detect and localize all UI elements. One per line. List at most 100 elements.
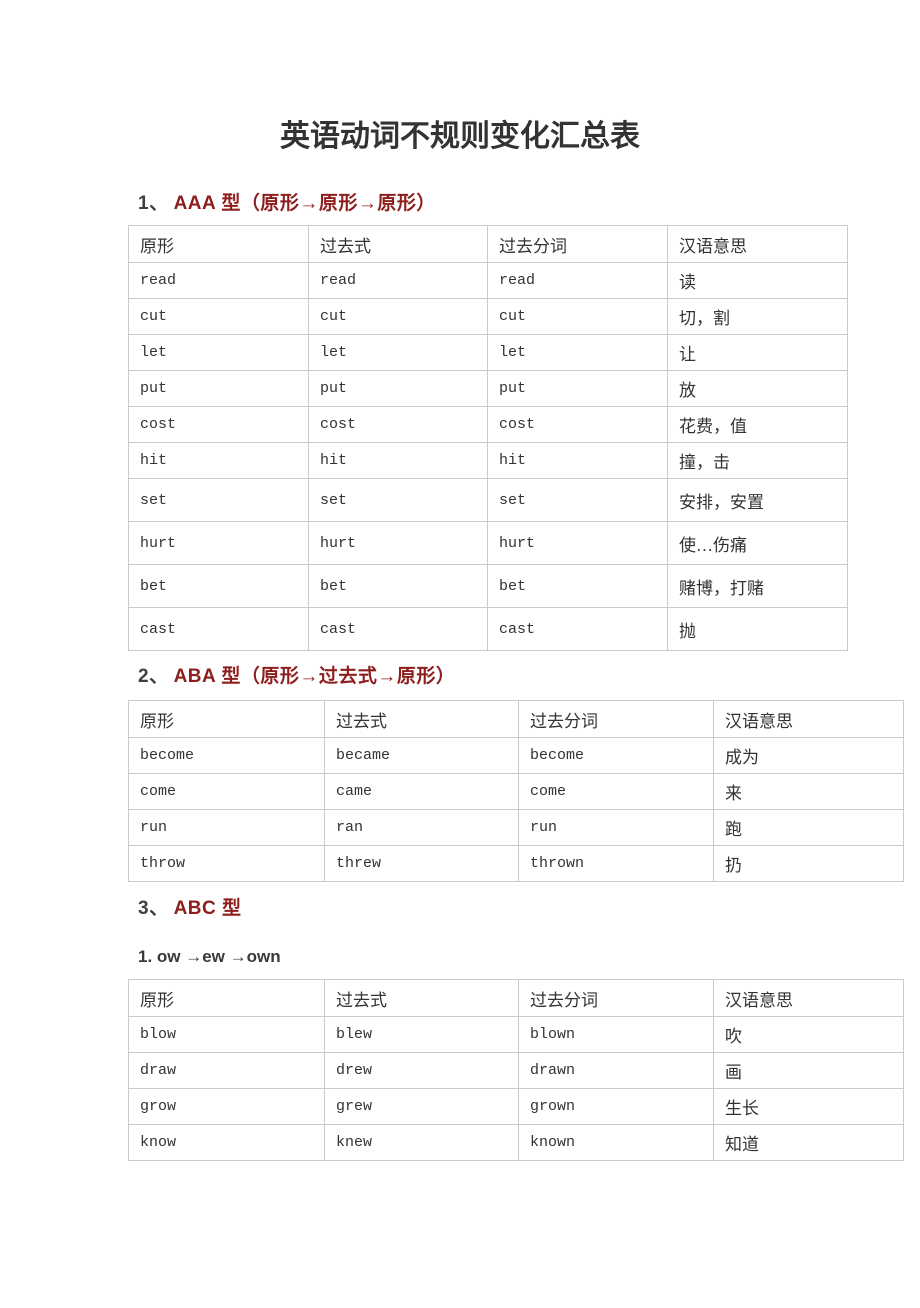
header-cell-base-form: 原形: [128, 225, 309, 263]
meaning-cell: 赌博，打赌: [667, 564, 848, 608]
verb-cell: let: [308, 334, 488, 371]
table-header-row: 原形 过去式 过去分词 汉语意思: [128, 979, 904, 1017]
meaning-cell: 画: [713, 1052, 904, 1089]
verb-cell: cost: [308, 406, 488, 443]
subsection-ow-ew-own-heading: 1. ow →ew →own: [138, 947, 281, 966]
verb-cell: put: [128, 370, 309, 407]
meaning-cell: 成为: [713, 737, 904, 774]
section-3-heading: 3、 ABC 型: [138, 897, 920, 921]
meaning-cell: 知道: [713, 1124, 904, 1161]
meaning-cell: 跑: [713, 809, 904, 846]
header-cell-past-tense: 过去式: [324, 979, 519, 1017]
verb-cell: become: [518, 737, 714, 774]
verb-cell: set: [487, 478, 668, 522]
section-1-title: AAA 型（原形→原形→原形）: [173, 193, 436, 214]
table-row: cast cast cast 抛: [128, 607, 848, 651]
section-2-heading: 2、 ABA 型（原形→过去式→原形）: [138, 665, 920, 689]
meaning-cell: 生长: [713, 1088, 904, 1125]
meaning-cell: 吹: [713, 1016, 904, 1053]
verb-cell: cut: [128, 298, 309, 335]
section-1-heading: 1、 AAA 型（原形→原形→原形）: [138, 192, 920, 216]
verb-cell: put: [487, 370, 668, 407]
table-body: read read read 读 cut cut cut 切，割 let let let 让 put pu…: [128, 262, 848, 651]
table-row: hit hit hit 撞，击: [128, 442, 848, 479]
table-row: bet bet bet 赌博，打赌: [128, 564, 848, 608]
verb-cell: cut: [487, 298, 668, 335]
verb-table-aaa: 原形 过去式 过去分词 汉语意思 read read read 读 cut cut cut 切…: [128, 225, 848, 651]
verb-cell: knew: [324, 1124, 519, 1161]
verb-cell: cast: [308, 607, 488, 651]
verb-cell: read: [487, 262, 668, 299]
meaning-cell: 放: [667, 370, 848, 407]
document-title: 英语动词不规则变化汇总表: [280, 120, 640, 153]
header-cell-base-form: 原形: [128, 979, 325, 1017]
verb-cell: blow: [128, 1016, 325, 1053]
header-cell-past-participle: 过去分词: [518, 700, 714, 738]
table-row: let let let 让: [128, 334, 848, 371]
verb-cell: throw: [128, 845, 325, 882]
table-row: become became become 成为: [128, 737, 904, 774]
verb-table-aba: 原形 过去式 过去分词 汉语意思 become became become 成为 com…: [128, 700, 904, 882]
table-row: know knew known 知道: [128, 1124, 904, 1161]
verb-cell: hit: [308, 442, 488, 479]
verb-cell: became: [324, 737, 519, 774]
verb-cell: grew: [324, 1088, 519, 1125]
section-1-number: 1、: [138, 193, 169, 214]
verb-cell: hurt: [487, 521, 668, 565]
verb-cell: blown: [518, 1016, 714, 1053]
verb-cell: set: [308, 478, 488, 522]
header-cell-past-participle: 过去分词: [518, 979, 714, 1017]
section-2-title: ABA 型（原形→过去式→原形）: [173, 666, 456, 687]
table-row: run ran run 跑: [128, 809, 904, 846]
header-cell-chinese-meaning: 汉语意思: [713, 979, 904, 1017]
meaning-cell: 抛: [667, 607, 848, 651]
verb-cell: grow: [128, 1088, 325, 1125]
table-row: hurt hurt hurt 使…伤痛: [128, 521, 848, 565]
meaning-cell: 扔: [713, 845, 904, 882]
table-row: put put put 放: [128, 370, 848, 407]
verb-cell: hurt: [128, 521, 309, 565]
verb-cell: set: [128, 478, 309, 522]
header-cell-chinese-meaning: 汉语意思: [667, 225, 848, 263]
verb-cell: hurt: [308, 521, 488, 565]
verb-cell: run: [128, 809, 325, 846]
verb-cell: hit: [487, 442, 668, 479]
section-3-number: 3、: [138, 898, 169, 919]
verb-cell: let: [487, 334, 668, 371]
header-cell-past-tense: 过去式: [324, 700, 519, 738]
table-row: throw threw thrown 扔: [128, 845, 904, 882]
section-2-number: 2、: [138, 666, 169, 687]
meaning-cell: 撞，击: [667, 442, 848, 479]
verb-cell: come: [128, 773, 325, 810]
verb-cell: bet: [487, 564, 668, 608]
verb-cell: cost: [487, 406, 668, 443]
header-cell-past-participle: 过去分词: [487, 225, 668, 263]
table-row: cost cost cost 花费，值: [128, 406, 848, 443]
verb-cell: put: [308, 370, 488, 407]
verb-cell: cast: [487, 607, 668, 651]
verb-cell: known: [518, 1124, 714, 1161]
verb-cell: bet: [128, 564, 309, 608]
verb-cell: grown: [518, 1088, 714, 1125]
verb-cell: read: [128, 262, 309, 299]
table-row: set set set 安排，安置: [128, 478, 848, 522]
table-row: read read read 读: [128, 262, 848, 299]
meaning-cell: 花费，值: [667, 406, 848, 443]
table-head: 原形 过去式 过去分词 汉语意思: [128, 225, 848, 263]
table-row: cut cut cut 切，割: [128, 298, 848, 335]
verb-cell: cost: [128, 406, 309, 443]
meaning-cell: 读: [667, 262, 848, 299]
verb-cell: hit: [128, 442, 309, 479]
section-3-title: ABC 型: [173, 898, 242, 919]
table-header-row: 原形 过去式 过去分词 汉语意思: [128, 225, 848, 263]
verb-cell: cast: [128, 607, 309, 651]
verb-cell: threw: [324, 845, 519, 882]
table-head: 原形 过去式 过去分词 汉语意思: [128, 979, 904, 1017]
header-cell-chinese-meaning: 汉语意思: [713, 700, 904, 738]
verb-cell: know: [128, 1124, 325, 1161]
meaning-cell: 来: [713, 773, 904, 810]
header-cell-past-tense: 过去式: [308, 225, 488, 263]
table-header-row: 原形 过去式 过去分词 汉语意思: [128, 700, 904, 738]
verb-cell: come: [518, 773, 714, 810]
